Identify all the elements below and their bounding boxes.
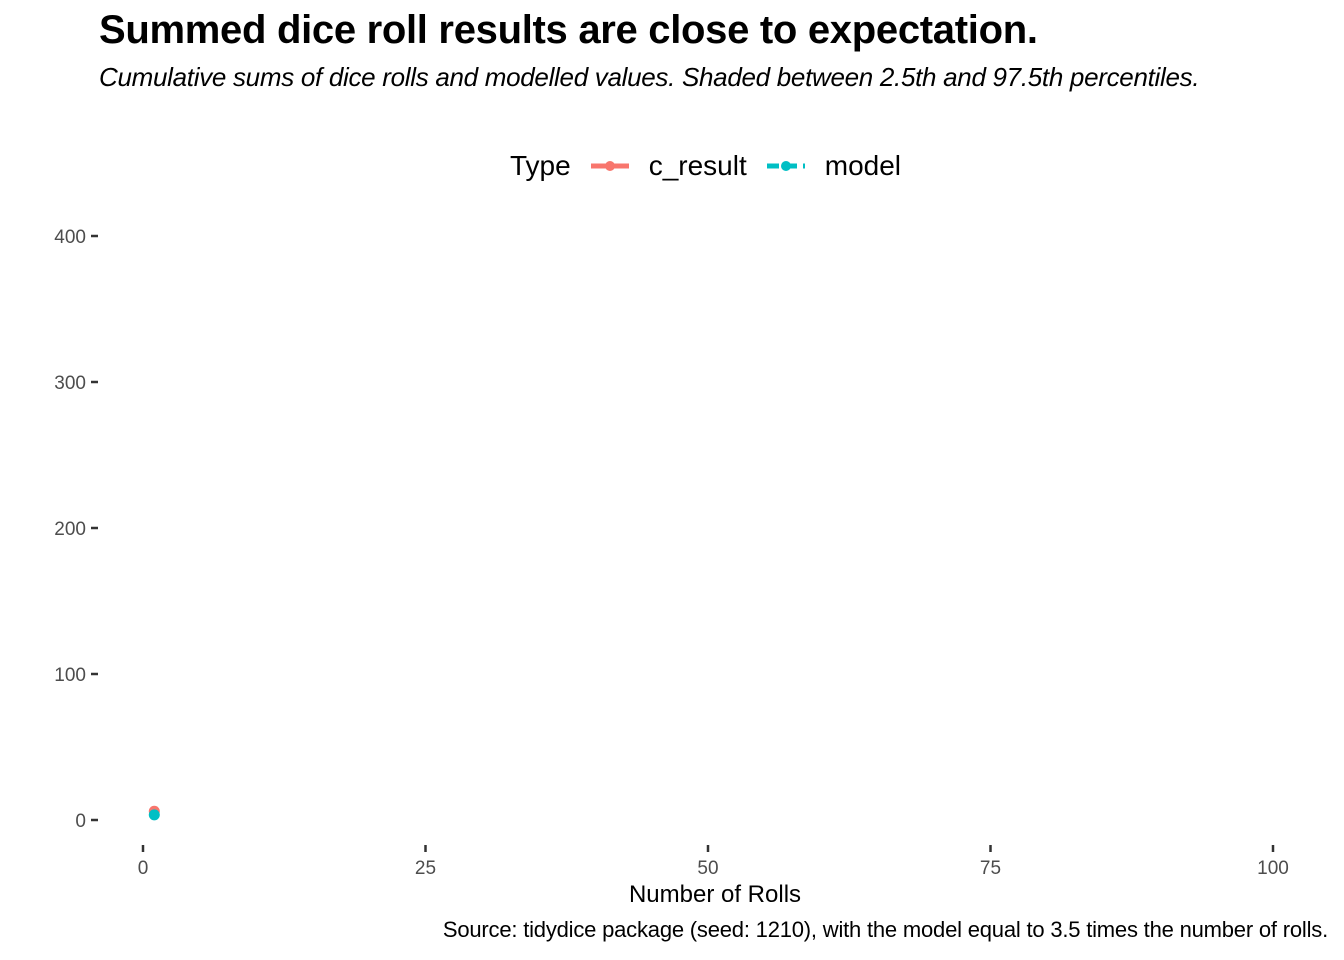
series-layer — [148, 805, 160, 821]
x-tick-label: 25 — [415, 858, 436, 879]
legend: Type c_result model — [510, 146, 921, 186]
y-tick-label: 300 — [54, 373, 86, 394]
legend-key-c-result — [590, 161, 629, 171]
y-tick-label: 400 — [54, 227, 86, 248]
y-tick-label: 200 — [54, 519, 86, 540]
chart-subtitle: Cumulative sums of dice rolls and modell… — [99, 62, 1200, 92]
x-tick-label: 0 — [138, 858, 149, 879]
legend-key-model — [766, 161, 805, 171]
legend-title: Type — [510, 150, 571, 181]
legend-item-c-result: c_result — [590, 150, 747, 182]
legend-label-model: model — [824, 150, 902, 181]
data-point-model — [148, 809, 160, 821]
x-axis-label: Number of Rolls — [629, 881, 801, 908]
y-tick-label: 100 — [54, 665, 86, 686]
y-axis: 0 100 200 300 400 — [54, 227, 98, 832]
x-tick-label: 50 — [697, 858, 718, 879]
chart-title: Summed dice roll results are close to ex… — [99, 8, 1038, 52]
legend-label-c-result: c_result — [648, 150, 747, 181]
x-tick-label: 100 — [1257, 858, 1289, 879]
chart-caption: Source: tidydice package (seed: 1210), w… — [442, 917, 1328, 942]
x-tick-label: 75 — [980, 858, 1001, 879]
legend-item-model: model — [766, 150, 902, 182]
y-tick-label: 0 — [75, 811, 86, 832]
x-axis: 0 25 50 75 100 — [138, 845, 1289, 879]
